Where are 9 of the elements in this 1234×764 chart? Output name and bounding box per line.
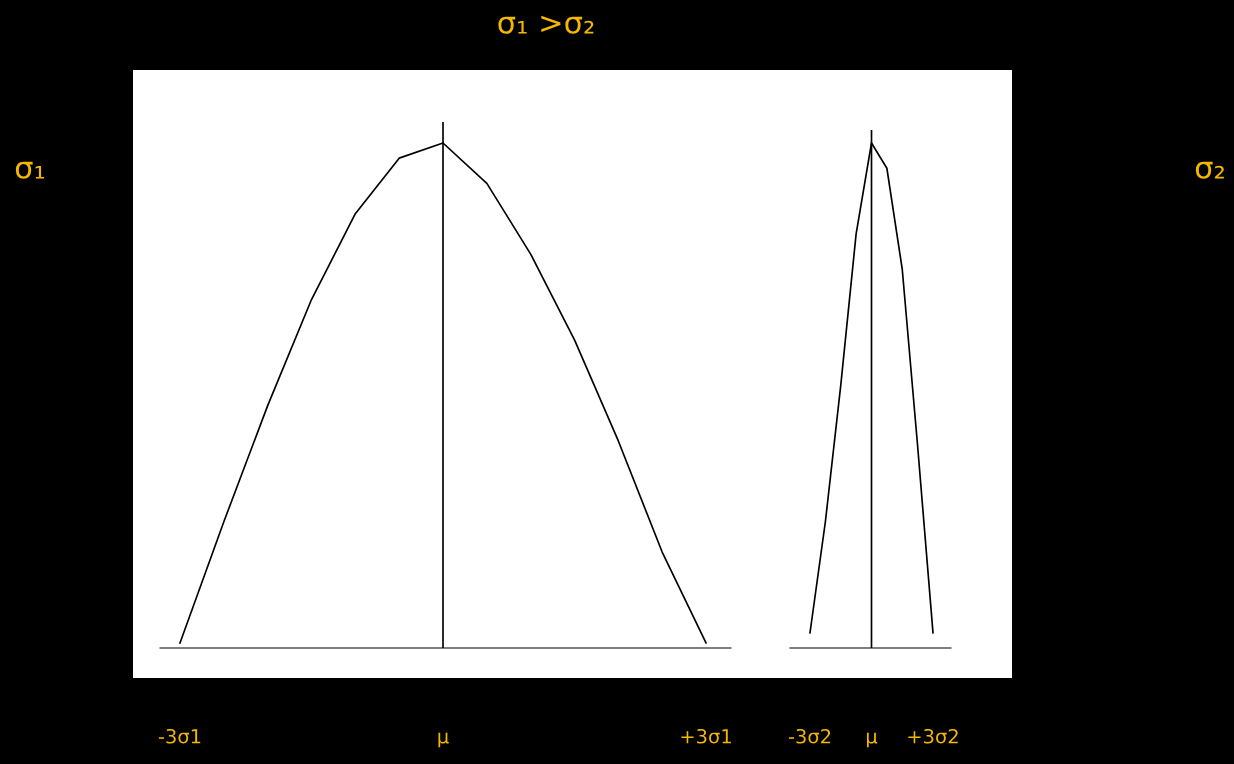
x-tick-label: μ bbox=[866, 732, 878, 748]
x-tick-label: +3σ1 bbox=[681, 728, 731, 744]
chart-title: σ₁ >σ₂ bbox=[498, 15, 594, 34]
x-tick-label: +3σ2 bbox=[908, 728, 958, 744]
x-tick-label: μ bbox=[438, 732, 449, 748]
text: σ₁ bbox=[15, 161, 45, 179]
x-tick-label: -3σ1 bbox=[158, 728, 201, 744]
text: σ₂ bbox=[1195, 161, 1224, 179]
x-tick-label: -3σ2 bbox=[788, 728, 831, 744]
